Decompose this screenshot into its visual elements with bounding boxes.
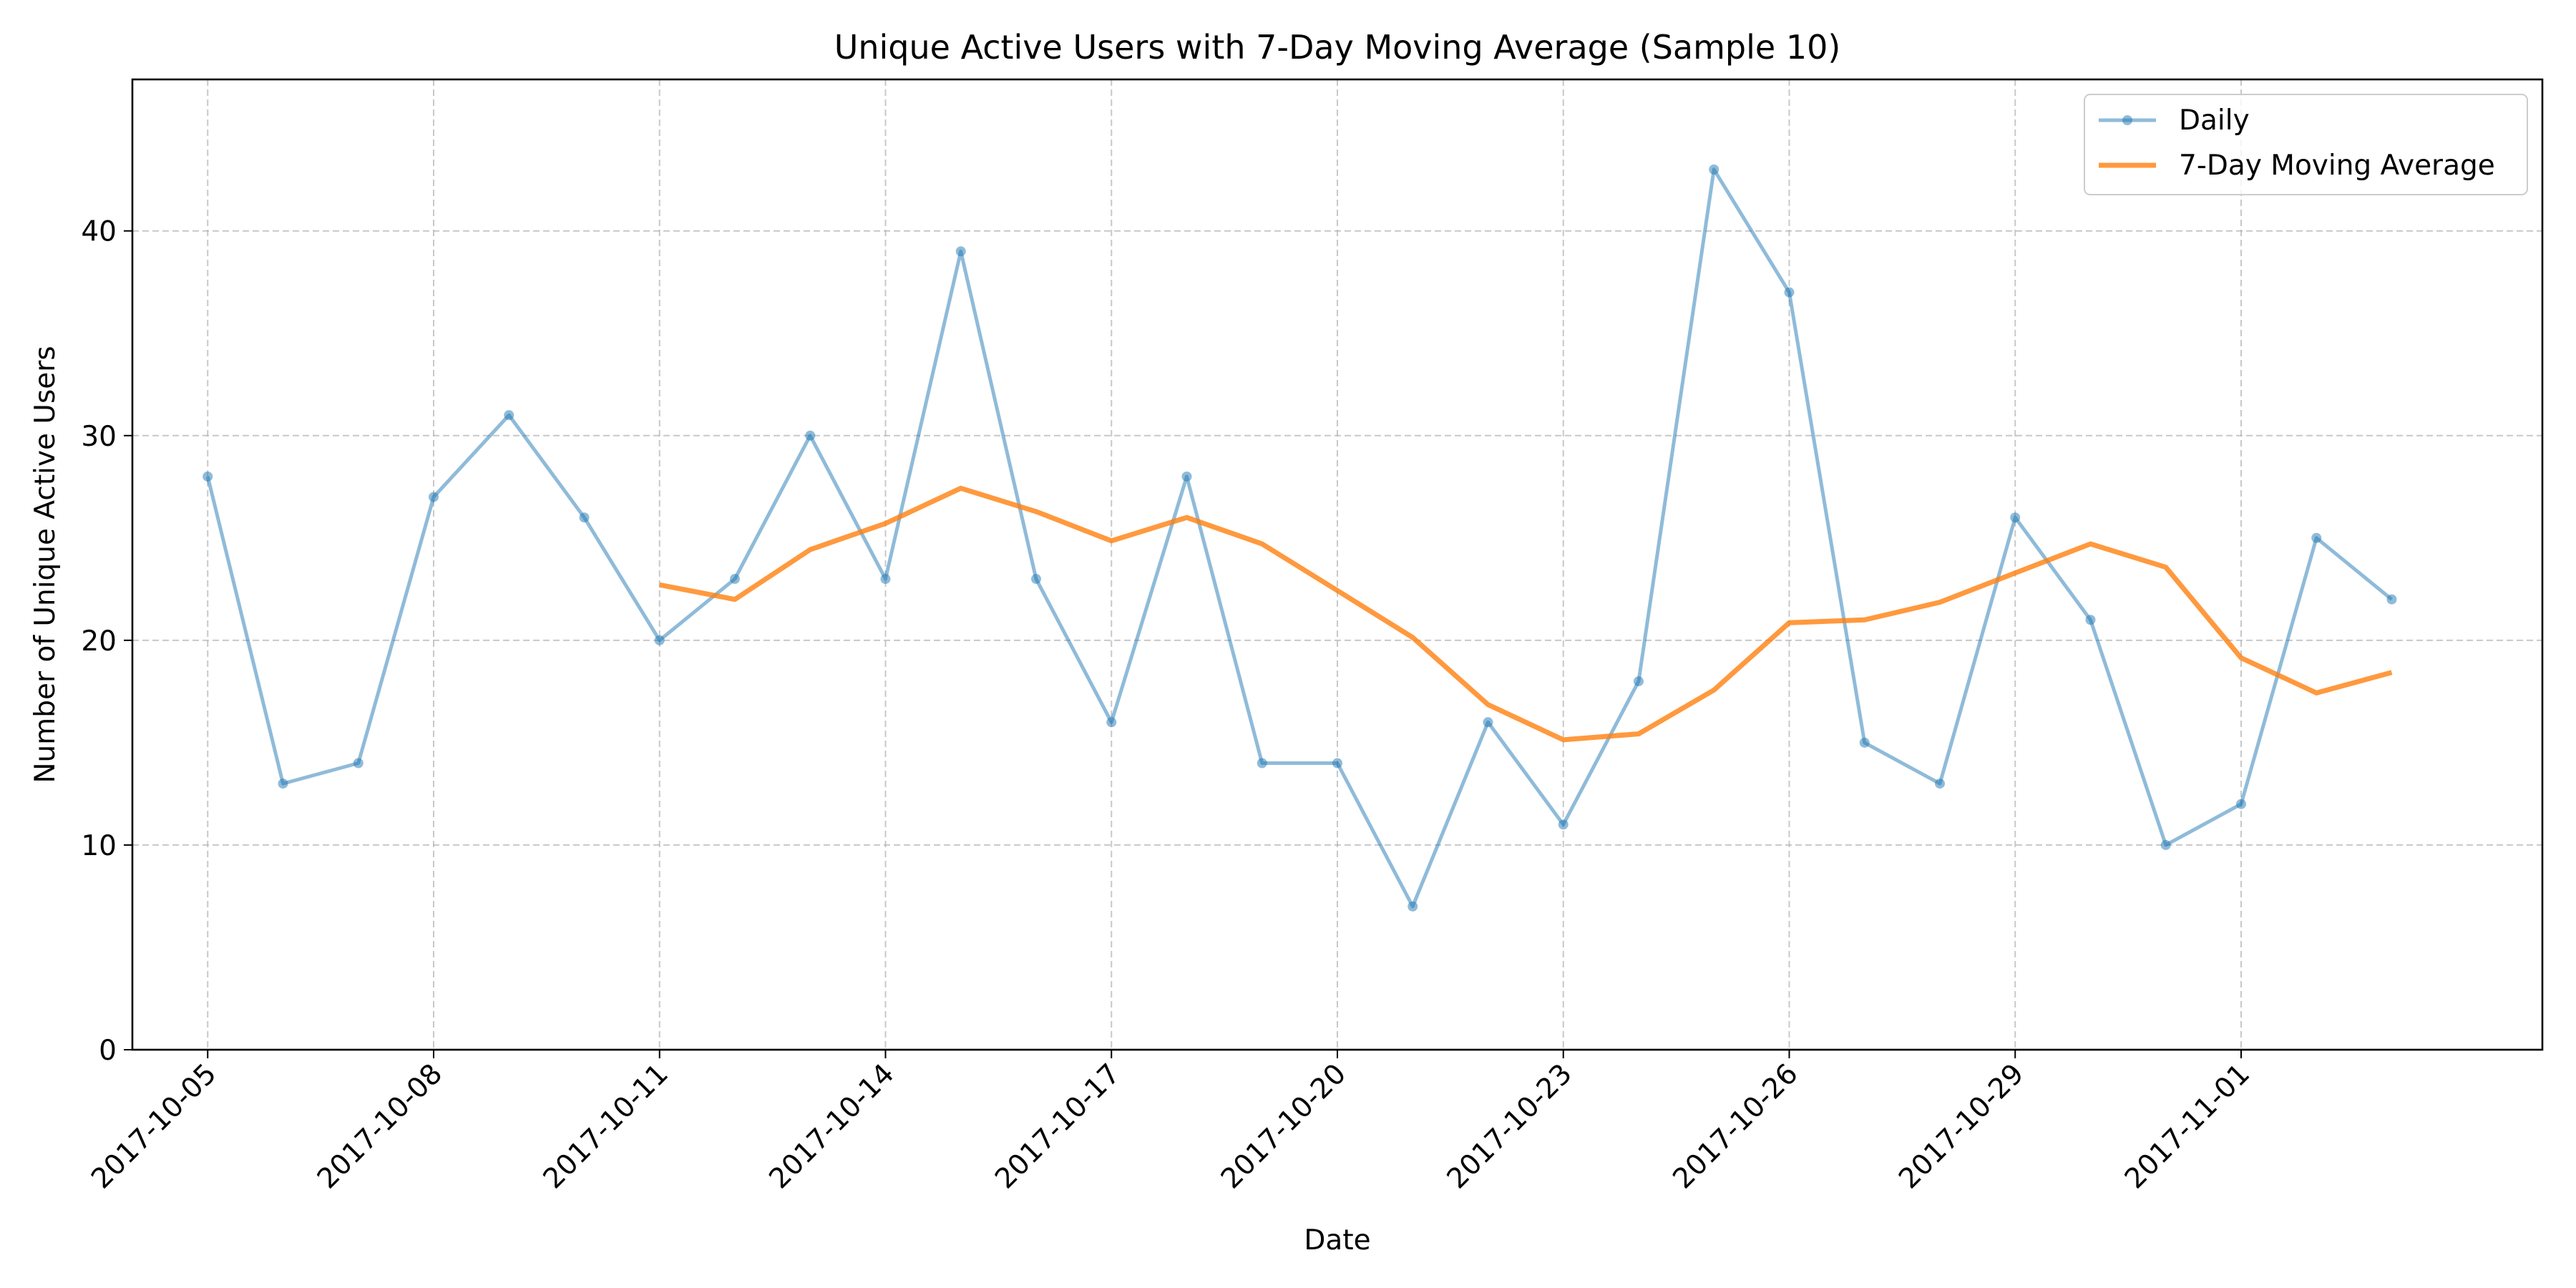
legend-daily-marker: [2122, 115, 2132, 125]
daily-point: [805, 430, 816, 441]
daily-point: [2010, 512, 2021, 523]
daily-point: [1257, 758, 1267, 769]
daily-point: [880, 574, 891, 585]
daily-point: [2160, 839, 2171, 850]
legend-moving-average-label: 7-Day Moving Average: [2179, 150, 2495, 182]
daily-point: [504, 410, 514, 421]
y-tick-label: 40: [81, 216, 117, 248]
daily-point: [1558, 819, 1568, 830]
daily-point: [654, 635, 665, 645]
moving-average-series-line: [659, 485, 2393, 743]
legend-box: [2084, 94, 2528, 195]
legend-daily-label: Daily: [2179, 104, 2250, 137]
daily-point: [1784, 287, 1795, 298]
daily-point: [429, 492, 439, 502]
daily-point: [1407, 901, 1418, 912]
daily-point: [1859, 737, 1870, 748]
daily-point: [1935, 779, 1945, 789]
chart-title: Unique Active Users with 7-Day Moving Av…: [834, 28, 1841, 67]
daily-point: [2085, 615, 2096, 625]
daily-point: [1031, 574, 1041, 585]
y-tick-label: 10: [81, 830, 117, 862]
daily-point: [1634, 676, 1644, 687]
daily-point: [2311, 532, 2322, 543]
y-axis-label: Number of Unique Active Users: [29, 346, 62, 783]
daily-point: [1709, 164, 1719, 175]
daily-point: [278, 779, 288, 789]
y-tick-label: 20: [81, 625, 117, 658]
daily-point: [1332, 758, 1342, 769]
daily-point: [1181, 471, 1192, 482]
daily-series-line: [205, 167, 2394, 909]
daily-point: [955, 246, 966, 257]
daily-point: [353, 758, 364, 769]
daily-point: [2386, 594, 2397, 605]
daily-point: [2236, 799, 2246, 809]
daily-point: [1483, 717, 1493, 728]
legend: Daily 7-Day Moving Average: [2084, 94, 2528, 195]
y-tick-label: 0: [99, 1035, 117, 1067]
daily-point: [1106, 717, 1117, 728]
y-tick-label: 30: [81, 421, 117, 453]
x-axis-label: Date: [1304, 1224, 1370, 1257]
daily-point: [579, 512, 590, 523]
series-layer: [203, 164, 2397, 912]
daily-point: [730, 574, 740, 585]
gridlines: [132, 79, 2542, 1050]
daily-point: [203, 471, 213, 482]
